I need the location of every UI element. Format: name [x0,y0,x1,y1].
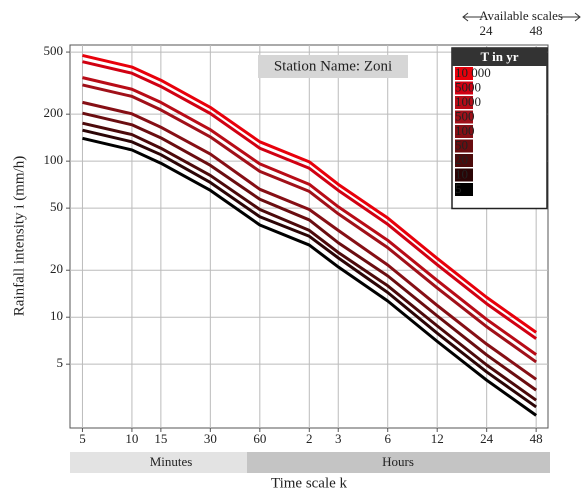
hours-band [247,452,550,473]
x-tick-label: 48 [530,431,543,446]
y-tick-label: 50 [50,199,63,214]
arrow [462,12,469,22]
legend-label: 5 [455,181,462,196]
x-tick-label: 12 [431,431,444,446]
legend-swatch [455,81,473,95]
y-tick-label: 100 [44,152,64,167]
legend-swatch [455,96,473,109]
legend-label: 1000 [455,94,481,109]
legend-label: 10 000 [455,65,491,80]
legend-swatch [455,139,473,153]
series-line [82,121,538,402]
top-note: Available scales [479,8,563,23]
y-axis-label: Rainfall intensity i (mm/h) [11,156,27,316]
legend-swatch [455,154,473,167]
legend-label: 5000 [455,79,481,94]
legend-swatch [455,125,473,138]
legend-label: 500 [455,108,475,123]
arrow [574,12,581,22]
x-tick-label: 6 [384,431,391,446]
top-note-label: 48 [530,23,543,38]
y-tick-label: 20 [50,261,63,276]
legend-swatch [455,110,473,124]
minutes-band [70,452,247,473]
legend-swatch [455,67,473,80]
lines [82,53,538,417]
legend-label: 50 [455,137,468,152]
series-line [82,83,538,364]
y-tick-label: 200 [44,105,64,120]
y-tick-label: 5 [57,355,64,370]
x-tick-label: 15 [154,431,167,446]
series-line [82,100,538,381]
annotation-box [258,55,408,78]
top-note-label: 24 [480,23,494,38]
x-tick-label: 5 [79,431,86,446]
y-tick-label: 10 [50,308,63,323]
legend-label: 10 [455,166,468,181]
x-axis-label: Time scale k [271,475,348,491]
series-line [82,76,538,356]
series-line [82,111,538,392]
y-tick-label: 500 [44,43,64,58]
x-tick-label: 10 [125,431,138,446]
series-line [82,136,538,417]
legend-label: 100 [455,123,475,138]
annotation: Station Name: Zoni [274,58,392,74]
legend-swatch [455,168,473,182]
legend-label: 20 [455,152,468,167]
x-tick-label: 2 [306,431,313,446]
legend-header [452,48,547,66]
series-line [82,53,538,334]
band-label: Hours [382,454,414,469]
band-label: Minutes [150,454,193,469]
legend-title: T in yr [480,49,518,64]
x-tick-label: 60 [253,431,266,446]
x-tick-label: 30 [204,431,217,446]
series-line [82,60,538,340]
x-tick-label: 24 [480,431,494,446]
series-line [82,128,538,409]
legend-swatch [455,183,473,196]
x-tick-label: 3 [335,431,342,446]
